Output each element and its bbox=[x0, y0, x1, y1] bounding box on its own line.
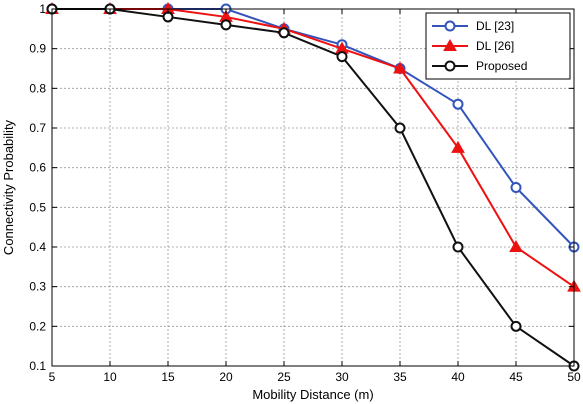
series-3-line bbox=[52, 8, 575, 367]
legend-marker bbox=[444, 60, 456, 72]
x-tick-label: 35 bbox=[393, 370, 407, 384]
series-3-point bbox=[220, 19, 232, 31]
legend-label: Proposed bbox=[476, 59, 527, 73]
y-tick-label: 0.6 bbox=[29, 161, 46, 175]
y-tick-label: 0.1 bbox=[29, 359, 46, 373]
series-2-point bbox=[451, 140, 465, 153]
x-tick-label: 40 bbox=[451, 370, 465, 384]
x-tick-label: 50 bbox=[567, 370, 581, 384]
plot-area-frame bbox=[51, 8, 575, 367]
series-3-point bbox=[452, 241, 464, 253]
axis-ticks: 5 10 15 20 25 30 35 40 45 50 0.1 0.2 0.3 0.4 0.5 0.6 0.7… bbox=[29, 2, 581, 384]
y-tick-label: 1 bbox=[39, 2, 46, 16]
x-tick-label: 5 bbox=[49, 370, 56, 384]
series-3-point bbox=[278, 27, 290, 39]
series-3-point bbox=[394, 122, 406, 134]
series-1-point bbox=[452, 98, 464, 110]
x-tick-label: 20 bbox=[219, 370, 233, 384]
legend-marker bbox=[443, 38, 457, 51]
legend-marker bbox=[444, 20, 456, 32]
y-tick-label: 0.9 bbox=[29, 42, 46, 56]
x-axis-label: Mobility Distance (m) bbox=[252, 387, 373, 402]
series-1-point bbox=[510, 182, 522, 193]
y-tick-label: 0.3 bbox=[29, 280, 46, 294]
legend-item: Proposed bbox=[432, 59, 527, 73]
y-tick-label: 0.8 bbox=[29, 81, 46, 95]
legend-item: DL [26] bbox=[432, 38, 514, 53]
x-tick-label: 25 bbox=[277, 370, 291, 384]
y-tick-label: 0.4 bbox=[29, 240, 46, 254]
x-tick-label: 10 bbox=[103, 370, 117, 384]
series-2-point bbox=[509, 239, 523, 252]
legend: DL [23] DL [26] Proposed bbox=[425, 12, 571, 80]
x-tick-label: 30 bbox=[335, 370, 349, 384]
x-tick-label: 45 bbox=[509, 370, 523, 384]
y-tick-label: 0.7 bbox=[29, 121, 46, 135]
series-3 bbox=[46, 3, 580, 372]
legend-label: DL [23] bbox=[476, 19, 514, 33]
x-tick-label: 15 bbox=[161, 370, 175, 384]
y-tick-label: 0.5 bbox=[29, 200, 46, 214]
series-2-point bbox=[393, 61, 407, 74]
y-axis-label: Connectivity Probability bbox=[1, 119, 16, 255]
y-tick-label: 0.2 bbox=[29, 319, 46, 333]
series-3-point bbox=[510, 320, 522, 332]
series-3-point bbox=[336, 51, 348, 63]
legend-label: DL [26] bbox=[476, 39, 514, 53]
legend-item: DL [23] bbox=[432, 19, 514, 33]
